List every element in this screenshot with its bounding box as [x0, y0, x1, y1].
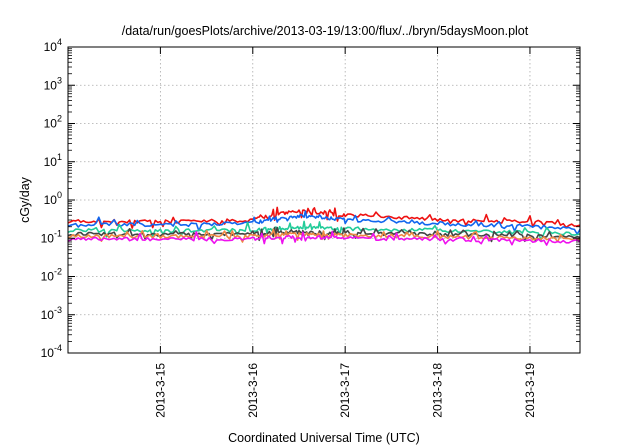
- y-tick-label: 104: [44, 37, 62, 54]
- series-line-3: [67, 220, 581, 241]
- y-tick-label: 10-3: [41, 305, 62, 322]
- y-tick-label: 100: [44, 190, 62, 207]
- x-tick-label: 2013-3-18: [431, 363, 445, 418]
- series-layer: [67, 206, 581, 246]
- series-line-2: [67, 210, 581, 235]
- grid: [68, 47, 580, 353]
- x-axis-label: Coordinated Universal Time (UTC): [228, 431, 420, 445]
- x-tick-label: 2013-3-16: [246, 363, 260, 418]
- y-tick-label: 10-2: [41, 267, 62, 284]
- y-tick-label: 103: [44, 75, 62, 92]
- x-tick-label: 2013-3-17: [338, 363, 352, 418]
- y-tick-label: 101: [44, 152, 62, 169]
- chart-title: /data/run/goesPlots/archive/2013-03-19/1…: [122, 24, 529, 38]
- x-tick-label: 2013-3-19: [523, 363, 537, 418]
- y-tick-label: 10-4: [41, 343, 62, 360]
- y-tick-label: 10-1: [41, 228, 62, 245]
- series-line-5: [67, 228, 581, 243]
- series-line-6: [67, 230, 581, 246]
- axis-ticks: 104 103 102 101 100 10-1 10-2 10-3 10-4 2013-3-15…: [41, 37, 580, 418]
- y-tick-label: 102: [44, 114, 62, 131]
- y-axis-label: cGy/day: [18, 176, 32, 223]
- x-tick-label: 2013-3-15: [153, 363, 167, 418]
